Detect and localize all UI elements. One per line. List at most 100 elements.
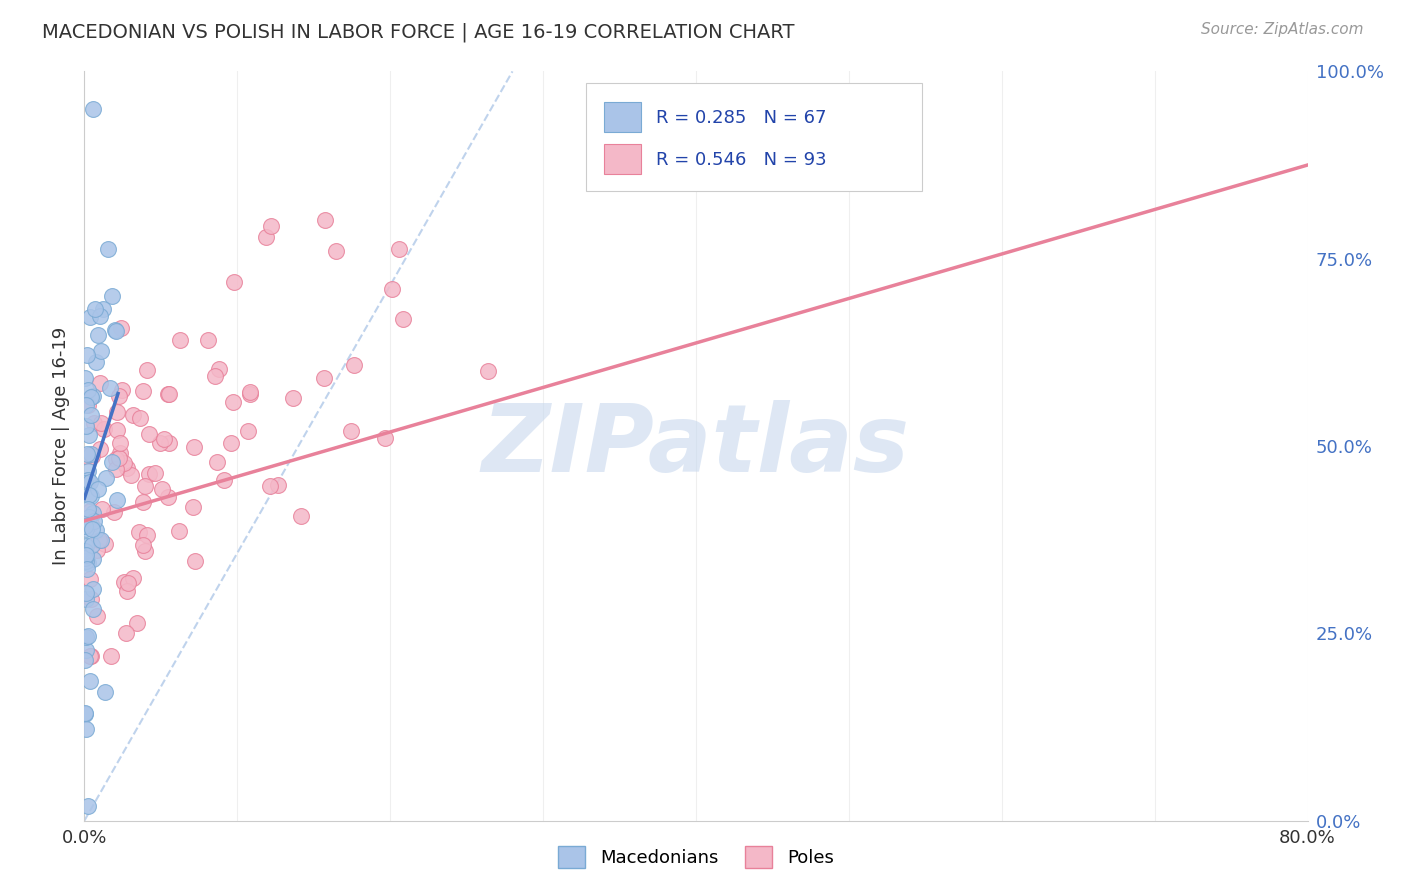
Point (83, 416, 105, 430)
Point (115, 460, 138, 475)
Point (342, 358, 364, 372)
Point (76, 473, 98, 487)
Point (87, 482, 110, 496)
Point (290, 509, 312, 524)
Point (80, 517, 103, 532)
Point (76, 473, 98, 487)
Point (75, 398, 97, 412)
Point (80, 391, 103, 405)
Point (77, 502, 100, 516)
Legend: Macedonians, Poles: Macedonians, Poles (551, 838, 841, 875)
Point (153, 432, 176, 446)
Point (779, 153, 801, 167)
Point (117, 575, 139, 590)
Point (134, 544, 156, 558)
Point (281, 391, 304, 405)
Point (75, 554, 97, 568)
Text: MACEDONIAN VS POLISH IN LABOR FORCE | AGE 16-19 CORRELATION CHART: MACEDONIAN VS POLISH IN LABOR FORCE | AG… (42, 22, 794, 42)
Text: R = 0.546   N = 93: R = 0.546 N = 93 (655, 151, 827, 169)
Point (76, 562, 98, 576)
Point (82, 102, 104, 116)
Point (75, 722, 97, 736)
Point (73, 706, 96, 720)
Point (80, 648, 103, 663)
Point (76, 348, 98, 362)
Point (314, 371, 336, 385)
Point (73, 551, 96, 566)
Point (134, 479, 156, 493)
Point (79, 648, 101, 663)
Point (239, 385, 262, 400)
Point (100, 648, 122, 663)
Point (136, 528, 159, 542)
Point (392, 311, 415, 326)
Point (108, 435, 131, 450)
Point (75, 642, 97, 657)
Point (75, 540, 97, 554)
Point (125, 615, 148, 630)
Point (128, 524, 150, 539)
Point (79, 572, 101, 586)
Point (254, 230, 277, 244)
Point (80, 538, 103, 552)
Point (80, 449, 103, 463)
Point (267, 478, 290, 492)
Y-axis label: In Labor Force | Age 16-19: In Labor Force | Age 16-19 (52, 326, 70, 566)
Point (79, 475, 101, 489)
Point (76, 384, 98, 398)
Point (80, 447, 103, 461)
Point (75, 522, 97, 536)
Point (75, 549, 97, 563)
Point (477, 364, 499, 378)
Point (73, 371, 96, 385)
Point (132, 538, 155, 552)
Point (314, 212, 336, 227)
Point (103, 505, 125, 519)
Point (82, 506, 104, 520)
Point (89, 442, 111, 456)
Point (77, 509, 100, 524)
Point (184, 553, 207, 567)
Point (112, 456, 135, 470)
Point (94, 537, 117, 551)
Point (101, 288, 124, 302)
Point (107, 389, 129, 403)
Point (76, 557, 98, 571)
Point (90, 533, 112, 547)
Point (75, 476, 97, 491)
Point (84, 523, 107, 537)
Point (149, 435, 172, 450)
Point (236, 424, 259, 438)
Point (82, 582, 104, 596)
Point (111, 383, 134, 397)
Point (76, 464, 98, 478)
Point (93, 422, 115, 436)
Point (100, 455, 122, 469)
Point (76, 798, 98, 813)
Point (91, 501, 114, 516)
Point (374, 431, 396, 445)
Point (75, 586, 97, 600)
Point (122, 571, 145, 585)
Point (77, 398, 100, 412)
Point (388, 242, 411, 256)
Point (105, 405, 128, 419)
Point (224, 275, 246, 289)
Point (156, 387, 179, 401)
Text: R = 0.285   N = 67: R = 0.285 N = 67 (655, 109, 827, 127)
Point (77, 488, 100, 502)
Point (105, 462, 128, 476)
Point (79, 591, 101, 606)
Point (79, 503, 101, 517)
Point (82, 602, 104, 616)
Point (90, 416, 112, 430)
Point (205, 455, 228, 469)
Point (204, 369, 226, 384)
Point (214, 474, 236, 488)
Text: ZIPatlas: ZIPatlas (482, 400, 910, 492)
Point (80, 522, 103, 536)
Point (90, 344, 112, 359)
Point (86, 608, 108, 623)
Point (97, 242, 120, 256)
Point (115, 584, 138, 599)
